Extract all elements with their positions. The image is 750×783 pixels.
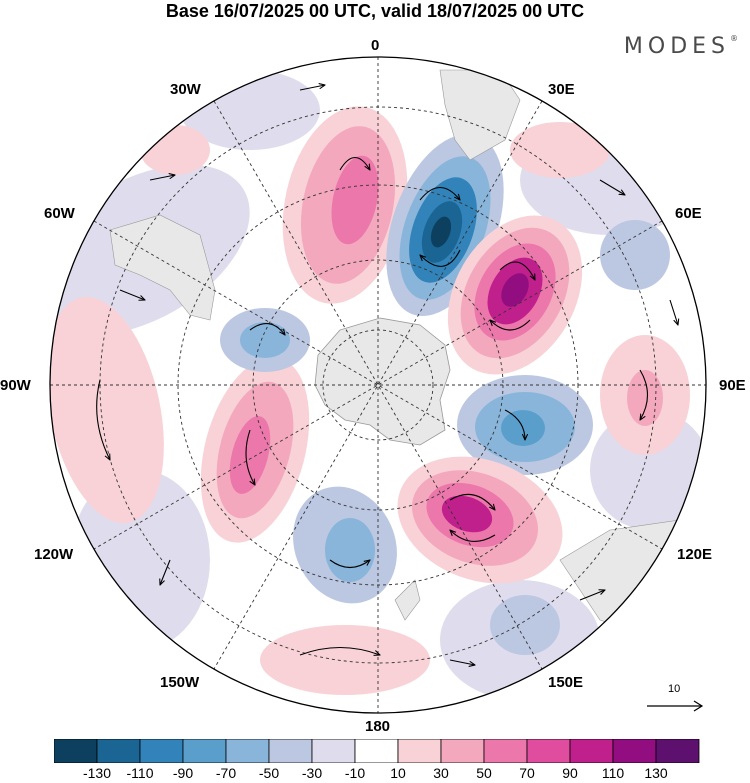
modes-logo: MODES® [624,34,738,59]
colorbar-swatch [139,739,184,763]
polar-map [49,56,707,714]
lon-label-90e: 90E [719,377,746,394]
lon-label-150e: 150E [548,674,584,691]
colorbar-swatch [440,739,485,763]
colorbar-tick-label: 70 [519,765,535,781]
colorbar-swatch [311,739,356,763]
reference-vector-arrow [647,700,704,712]
lon-label-30e: 30E [548,81,575,98]
colorbar-swatch [612,739,657,763]
south-america-landmass [109,214,216,321]
colorbar-tick-label: -110 [126,765,154,781]
colorbar-swatch [655,739,700,763]
colorbar-swatch [225,739,270,763]
colorbar-swatch [569,739,614,763]
anomaly-positive [260,625,430,695]
wind-vector [579,590,605,601]
lon-label-0: 0 [371,37,380,54]
colorbar-tick-label: -70 [215,765,237,781]
colorbar-swatch [268,739,313,763]
anomaly-negative [490,595,560,655]
wind-vector [149,175,175,181]
colorbar-swatch [483,739,528,763]
colorbar-swatch [397,739,442,763]
colorbar-tick-label: 110 [601,765,625,781]
wind-vector [419,186,460,201]
colorbar-swatch [54,739,98,763]
wind-vector [450,530,496,542]
lon-label-60e: 60E [675,205,702,222]
wind-vector [490,320,531,331]
anomaly-positive [510,122,610,178]
anomaly-positive [229,416,271,494]
wind-vector [640,369,649,420]
meridian-60e-120w [93,220,663,550]
colorbar-tick-label: -90 [172,765,194,781]
wind-vectors [96,85,678,665]
wind-vector [96,379,110,460]
lon-label-30w: 30W [170,81,201,98]
colorbar-tick-label: -30 [301,765,323,781]
wind-vector [119,289,145,300]
lon-label-90w: 90W [0,377,31,394]
anomaly-positive [627,370,663,426]
wind-vector [339,156,370,171]
wind-vector [504,409,525,440]
colorbar-tick-label: 10 [390,765,406,781]
meridian-30w-150e [213,100,543,670]
wind-vector [160,559,171,585]
wind-vector [299,85,325,91]
map-title: Base 16/07/2025 00 UTC, valid 18/07/2025… [165,1,585,21]
colorbar-swatch [96,739,141,763]
meridian-60w-120e [93,220,663,550]
lon-label-120e: 120E [677,546,713,563]
colorbar-tick-label: 30 [433,765,449,781]
lon-label-180: 180 [365,718,391,735]
anomaly-negative [240,322,290,358]
wind-vector [449,659,475,665]
anomaly-positive [50,296,164,524]
brand-text: MODES [623,34,730,59]
registered-mark: ® [730,34,738,43]
anomaly-negative [430,216,452,248]
wind-vector [249,323,285,335]
wind-vector [669,299,678,325]
wind-vector [245,429,255,485]
antarctica-landmass [314,317,451,446]
reference-vector-label: 10 [668,683,681,695]
colorbar-tick-label: 130 [644,765,668,781]
anomaly-positive [501,273,529,307]
meridian-30e-150w [213,100,543,670]
lon-label-60w: 60W [44,205,75,222]
anomaly-negative [600,220,670,290]
lon-label-120w: 120W [34,546,74,563]
anomaly-negative [325,518,375,582]
colorbar-swatch [354,739,399,763]
wind-vector [599,179,625,195]
wind-vector [299,646,380,656]
colorbar-swatch [182,739,227,763]
wind-vector [329,560,370,569]
anomaly-positive [140,125,210,175]
colorbar-tick-label: -50 [258,765,280,781]
map-boundary [49,56,707,714]
latitude-circle [322,329,434,441]
colorbar-tick-label: 50 [476,765,492,781]
colorbar-swatch [526,739,571,763]
latitude-circle [252,259,504,511]
wind-vector [420,249,461,267]
colorbar-tick-label: -130 [82,765,112,781]
new-zealand-landmass [394,579,421,621]
wind-vector [499,261,535,280]
anomaly-positive [441,495,493,533]
lon-label-150w: 150W [160,674,200,691]
colorbar-tick-label: 90 [562,765,578,781]
anomaly-positive [331,155,379,245]
wind-vector [449,493,495,510]
colorbar-tick-label: -10 [344,765,366,781]
colorbar [54,739,700,763]
